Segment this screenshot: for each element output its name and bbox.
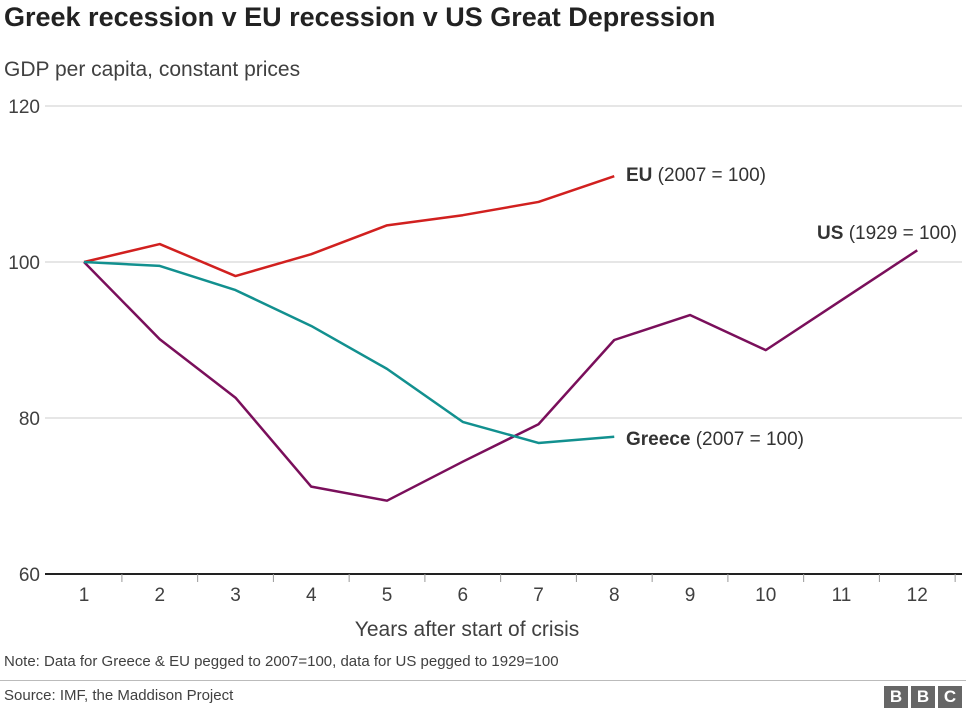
x-tick-label: 5	[382, 585, 393, 606]
x-tick-label: 6	[457, 585, 468, 606]
x-tick-label: 10	[755, 585, 776, 606]
chart-subtitle: GDP per capita, constant prices	[4, 58, 301, 81]
x-tick-label: 1	[79, 585, 90, 606]
chart-note: Note: Data for Greece & EU pegged to 200…	[4, 653, 559, 670]
series-line-greece	[83, 260, 615, 445]
series-line-eu	[83, 175, 615, 278]
y-tick-label: 100	[8, 253, 40, 274]
x-tick-label: 12	[907, 585, 928, 606]
x-tick-label: 3	[230, 585, 241, 606]
divider	[0, 680, 966, 681]
x-tick-label: 2	[154, 585, 165, 606]
series-line-us	[83, 249, 918, 502]
x-tick-label: 9	[685, 585, 696, 606]
y-tick-label: 60	[19, 565, 40, 586]
chart-source: Source: IMF, the Maddison Project	[4, 687, 234, 704]
series-label-us: US (1929 = 100)	[817, 223, 957, 244]
x-tick-label: 7	[533, 585, 544, 606]
x-tick-label: 8	[609, 585, 620, 606]
x-tick-label: 4	[306, 585, 317, 606]
logo-letter: C	[938, 686, 962, 708]
x-axis-label: Years after start of crisis	[355, 618, 579, 641]
series-label-eu: EU (2007 = 100)	[626, 165, 766, 186]
y-tick-label: 120	[8, 97, 40, 118]
logo-letter: B	[911, 686, 935, 708]
series-label-greece: Greece (2007 = 100)	[626, 429, 804, 450]
y-tick-label: 80	[19, 409, 40, 430]
logo-letter: B	[884, 686, 908, 708]
chart-title: Greek recession v EU recession v US Grea…	[4, 2, 716, 32]
x-tick-label: 11	[832, 585, 852, 606]
